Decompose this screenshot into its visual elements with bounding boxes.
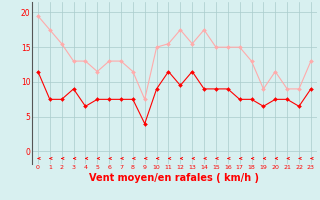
X-axis label: Vent moyen/en rafales ( km/h ): Vent moyen/en rafales ( km/h ) [89, 173, 260, 183]
